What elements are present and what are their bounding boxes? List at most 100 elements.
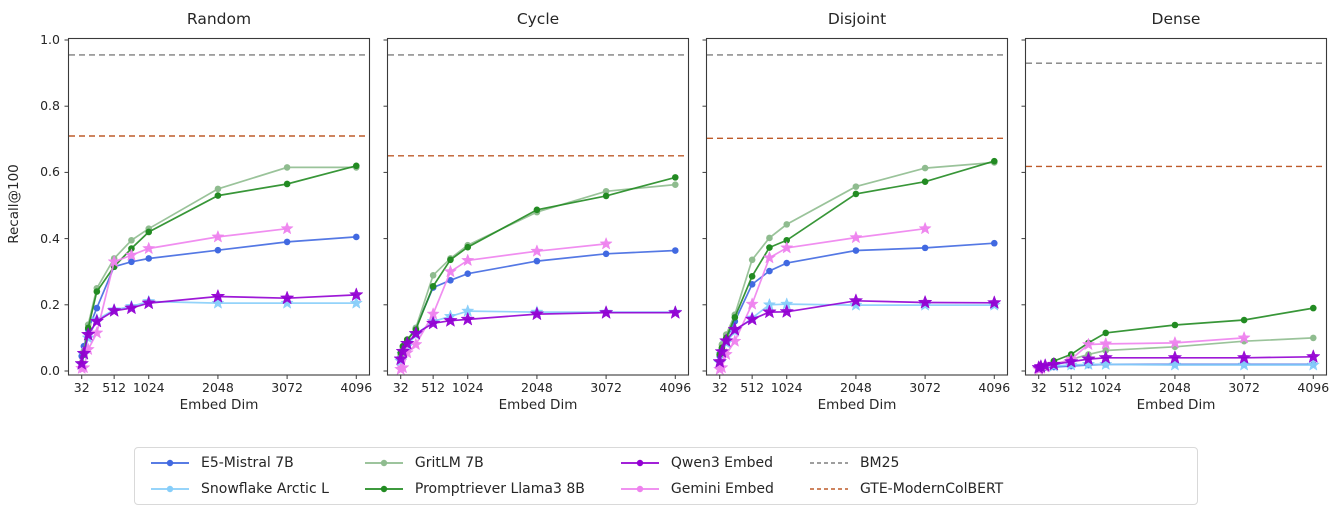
marker-circle: [671, 174, 679, 181]
x-tick-label: 32: [74, 380, 90, 395]
marker-star: [210, 288, 226, 303]
legend: E5-Mistral 7B Snowflake Arctic L GritLM 7B…: [134, 447, 1198, 505]
marker-circle: [1102, 329, 1110, 337]
legend-column: GritLM 7B Promptriever Llama3 8B: [363, 452, 585, 500]
legend-column: BM25 GTE-ModernColBERT: [808, 452, 1003, 500]
x-axis-label: Embed Dim: [817, 397, 897, 413]
marker-circle: [748, 273, 756, 280]
marker-star: [425, 315, 441, 330]
line-marker-sample: [364, 459, 403, 467]
marker-circle: [671, 181, 679, 188]
x-tick-label: 512: [1059, 380, 1083, 395]
y-tick-label: 1.0: [40, 32, 60, 47]
x-axis-label: Embed Dim: [179, 397, 259, 413]
marker-star: [530, 244, 544, 257]
marker-star: [280, 221, 294, 235]
axes-frame: [386, 37, 690, 376]
subplot-row: Random 32 512 1024 2048 3072 4096 Embed Dim C…: [64, 8, 1329, 417]
marker-star: [80, 326, 96, 341]
marker-star: [848, 293, 864, 308]
marker-star: [1099, 357, 1113, 371]
marker-star: [762, 250, 777, 264]
marker-star: [106, 303, 122, 317]
marker-star: [124, 300, 139, 315]
marker-circle: [214, 192, 222, 199]
legend-item: GritLM 7B: [363, 452, 585, 474]
legend-label: Promptriever Llama3 8B: [414, 481, 585, 497]
series-line: [80, 294, 357, 364]
marker-circle: [731, 314, 739, 321]
x-tick-label: 1024: [133, 380, 165, 395]
marker-circle: [921, 164, 929, 172]
marker-star: [718, 333, 734, 348]
marker-circle: [214, 185, 222, 193]
marker-circle: [429, 272, 437, 279]
marker-star: [460, 311, 476, 326]
marker-star: [1081, 351, 1096, 366]
panel-dense-title: Dense: [1151, 10, 1201, 28]
marker-star: [107, 254, 121, 268]
panel-random: Random 32 512 1024 2048 3072 4096 Embed Dim: [64, 8, 372, 417]
line-marker-sample: [151, 485, 189, 493]
marker-circle: [602, 192, 610, 200]
x-axis-label: Embed Dim: [1136, 397, 1216, 413]
marker-circle: [352, 233, 360, 241]
marker-circle: [766, 234, 773, 242]
marker-circle: [921, 178, 929, 185]
axes-frame: [1024, 37, 1328, 376]
marker-circle: [1309, 304, 1317, 312]
panel-cycle: Cycle 32 512 1024 2048 3072 4096 Embed Dim: [383, 8, 691, 417]
marker-circle: [464, 243, 472, 251]
marker-star: [399, 335, 415, 350]
marker-star: [211, 229, 225, 243]
marker-circle: [128, 258, 135, 266]
marker-circle: [748, 280, 756, 288]
y-tick-label: 0.2: [40, 296, 60, 312]
marker-star: [443, 264, 458, 278]
marker-circle: [766, 267, 773, 275]
marker-star: [1081, 357, 1096, 371]
marker-star: [849, 230, 863, 244]
x-tick-label: 512: [421, 380, 445, 395]
x-tick-label: 32: [393, 380, 409, 395]
marker-star: [90, 325, 104, 339]
x-tick-label: 1024: [1090, 380, 1122, 395]
marker-circle: [214, 246, 222, 254]
marker-star: [727, 321, 743, 336]
marker-circle: [93, 304, 101, 312]
marker-star: [598, 305, 614, 319]
panel-dense-plot: 32 512 1024 2048 3072 4096: [1021, 37, 1329, 395]
y-tick-label: 0.6: [40, 164, 60, 180]
marker-circle: [766, 244, 773, 251]
marker-star: [393, 351, 409, 366]
marker-star: [348, 287, 364, 302]
y-tick-label: 0.0: [40, 363, 60, 378]
panel-disjoint-title: Disjoint: [827, 10, 887, 28]
legend-item: BM25: [808, 452, 1003, 474]
marker-star: [349, 296, 363, 309]
series-line: [718, 160, 995, 355]
marker-star: [529, 306, 545, 321]
marker-star: [1236, 350, 1252, 364]
marker-star: [1081, 337, 1096, 351]
marker-circle: [283, 238, 291, 246]
legend-label: GritLM 7B: [414, 455, 484, 471]
x-tick-label: 512: [102, 380, 126, 395]
marker-star: [211, 296, 225, 309]
legend-item: Promptriever Llama3 8B: [363, 478, 585, 500]
marker-star: [1167, 350, 1183, 364]
x-tick-label: 32: [1031, 380, 1047, 395]
legend-label: GTE-ModernColBERT: [859, 481, 1004, 497]
marker-star: [1306, 358, 1320, 371]
marker-star: [461, 253, 475, 267]
marker-star: [1168, 335, 1182, 349]
panel-random-plot: 32 512 1024 2048 3072 4096: [64, 37, 372, 395]
marker-star: [76, 345, 92, 360]
marker-star: [396, 360, 410, 374]
marker-star: [1063, 354, 1079, 368]
y-axis-label: Recall@100: [6, 164, 22, 244]
marker-circle: [1309, 334, 1317, 342]
x-tick-label: 4096: [340, 380, 372, 395]
x-tick-label: 2048: [1159, 380, 1191, 395]
marker-circle: [93, 288, 101, 295]
